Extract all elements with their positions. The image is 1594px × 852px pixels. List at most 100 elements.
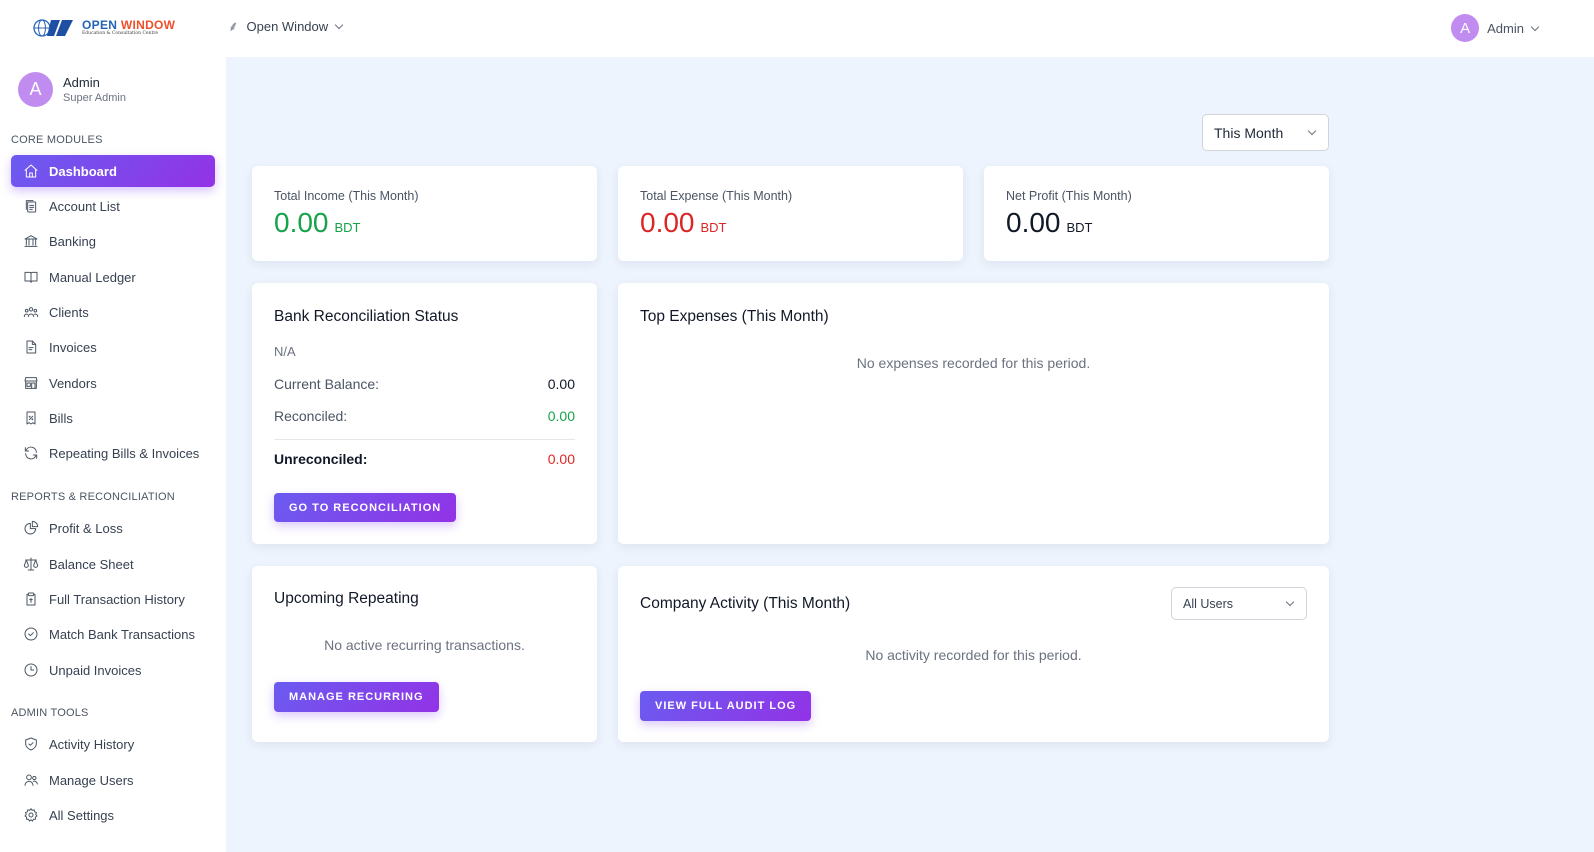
sidebar-item-profit-loss[interactable]: Profit & Loss: [11, 512, 215, 544]
sidebar-item-match-bank-transactions[interactable]: Match Bank Transactions: [11, 618, 215, 650]
section-core-modules: CORE MODULES: [11, 134, 103, 146]
sidebar-item-label: Clients: [49, 304, 89, 320]
sprig-icon: ⸙: [228, 18, 239, 34]
chevron-down-icon: [1530, 22, 1540, 31]
empty-message: No active recurring transactions.: [324, 637, 525, 653]
sidebar-item-vendors[interactable]: Vendors: [11, 367, 215, 399]
users-icon: [22, 772, 39, 789]
sidebar-item-manage-users[interactable]: Manage Users: [11, 764, 215, 796]
gear-icon: [22, 807, 39, 824]
chevron-down-icon: [1285, 597, 1295, 607]
stat-value: 0.00: [274, 207, 329, 238]
main-content: This Month Total Income (This Month) 0.0…: [226, 57, 1594, 852]
avatar: A: [18, 72, 53, 107]
sidebar-item-banking[interactable]: Banking: [11, 225, 215, 257]
user-name: Admin: [1487, 20, 1524, 36]
reconciled-value: 0.00: [547, 408, 575, 424]
sidebar-item-label: Repeating Bills & Invoices: [49, 445, 200, 461]
sidebar-item-invoices[interactable]: Invoices: [11, 331, 215, 363]
file-icon: [22, 339, 39, 356]
user-menu[interactable]: A Admin: [1451, 14, 1540, 42]
stat-label: Net Profit (This Month): [1006, 189, 1132, 203]
sidebar-item-dashboard[interactable]: Dashboard: [11, 155, 215, 187]
stat-label: Total Expense (This Month): [640, 189, 793, 203]
card-title: Top Expenses (This Month): [640, 308, 829, 325]
clock-icon: [22, 662, 39, 679]
sidebar-item-unpaid-invoices[interactable]: Unpaid Invoices: [11, 654, 215, 686]
view-full-audit-log-button[interactable]: VIEW FULL AUDIT LOG: [640, 691, 812, 721]
sidebar-item-manual-ledger[interactable]: Manual Ledger: [11, 261, 215, 293]
sidebar-item-label: Manage Users: [49, 772, 134, 788]
users-group-icon: [22, 304, 39, 321]
refresh-icon: [22, 445, 39, 462]
bank-reconciliation-card: Bank Reconciliation Status N/A Current B…: [252, 283, 597, 544]
reconciliation-account: N/A: [274, 344, 296, 359]
company-activity-card: Company Activity (This Month) All Users …: [618, 566, 1329, 742]
stat-currency: BDT: [334, 220, 361, 235]
chevron-down-icon: [334, 20, 344, 30]
sidebar-item-label: Banking: [49, 233, 96, 249]
documents-icon: [22, 198, 39, 215]
current-balance-label: Current Balance:: [274, 376, 380, 392]
scale-icon: [22, 556, 39, 573]
card-title: Upcoming Repeating: [274, 590, 419, 607]
sidebar-item-balance-sheet[interactable]: Balance Sheet: [11, 548, 215, 580]
top-expenses-card: Top Expenses (This Month) No expenses re…: [618, 283, 1329, 544]
stat-value: 0.00: [1006, 207, 1061, 238]
sidebar-item-label: Vendors: [49, 375, 97, 391]
stat-card-total-expense: Total Expense (This Month) 0.00 BDT: [618, 166, 963, 261]
sidebar: A Admin Super Admin CORE MODULES Dashboa…: [0, 57, 226, 852]
reconciled-label: Reconciled:: [274, 408, 348, 424]
clipboard-icon: [22, 591, 39, 608]
company-switcher[interactable]: ⸙ Open Window: [228, 17, 344, 36]
book-icon: [22, 269, 39, 286]
chevron-down-icon: [1307, 126, 1317, 136]
store-icon: [22, 375, 39, 392]
stat-value: 0.00: [640, 207, 695, 238]
sidebar-item-account-list[interactable]: Account List: [11, 190, 215, 222]
profile-name: Admin: [63, 75, 100, 90]
check-circle-icon: [22, 626, 39, 643]
home-icon: [22, 163, 39, 180]
logo-title: OPEN WINDOW: [82, 18, 176, 33]
upcoming-repeating-card: Upcoming Repeating No active recurring t…: [252, 566, 597, 742]
stat-card-total-income: Total Income (This Month) 0.00 BDT: [252, 166, 597, 261]
sidebar-item-label: Match Bank Transactions: [49, 626, 195, 642]
bank-icon: [22, 233, 39, 250]
empty-message: No expenses recorded for this period.: [856, 355, 1091, 371]
stat-currency: BDT: [700, 220, 727, 235]
sidebar-profile: A Admin Super Admin: [18, 72, 126, 107]
sidebar-item-label: Full Transaction History: [49, 591, 185, 607]
top-header: OPEN WINDOW Education & Consultation Cen…: [0, 0, 1594, 57]
card-title: Bank Reconciliation Status: [274, 308, 459, 325]
sidebar-item-label: Dashboard: [49, 163, 117, 179]
section-reports-reconciliation: REPORTS & RECONCILIATION: [11, 491, 175, 503]
stat-label: Total Income (This Month): [274, 189, 419, 203]
empty-message: No activity recorded for this period.: [865, 647, 1082, 663]
sidebar-item-label: Manual Ledger: [49, 269, 136, 285]
company-logo[interactable]: OPEN WINDOW Education & Consultation Cen…: [32, 16, 184, 40]
sidebar-item-repeating-bills-invoices[interactable]: Repeating Bills & Invoices: [11, 437, 215, 469]
current-balance-value: 0.00: [547, 376, 575, 392]
sidebar-item-label: Account List: [49, 198, 120, 214]
sidebar-item-bills[interactable]: Bills: [11, 402, 215, 434]
users-filter-select[interactable]: All Users: [1171, 587, 1307, 620]
stat-card-net-profit: Net Profit (This Month) 0.00 BDT: [984, 166, 1329, 261]
sidebar-item-label: Unpaid Invoices: [49, 662, 142, 678]
sidebar-item-activity-history[interactable]: Activity History: [11, 728, 215, 760]
sidebar-item-clients[interactable]: Clients: [11, 296, 215, 328]
period-select-value: This Month: [1214, 124, 1284, 141]
sidebar-item-all-settings[interactable]: All Settings: [11, 799, 215, 831]
sidebar-item-label: Invoices: [49, 339, 97, 355]
unreconciled-value: 0.00: [547, 451, 575, 467]
sidebar-item-label: Profit & Loss: [49, 520, 123, 536]
pie-chart-icon: [22, 520, 39, 537]
go-to-reconciliation-button[interactable]: GO TO RECONCILIATION: [274, 493, 457, 522]
card-title: Company Activity (This Month): [640, 595, 851, 612]
receipt-icon: [22, 410, 39, 427]
sidebar-item-label: Balance Sheet: [49, 556, 134, 572]
period-select[interactable]: This Month: [1202, 114, 1329, 151]
manage-recurring-button[interactable]: MANAGE RECURRING: [274, 682, 439, 712]
sidebar-item-label: Activity History: [49, 736, 135, 752]
sidebar-item-full-transaction-history[interactable]: Full Transaction History: [11, 583, 215, 615]
